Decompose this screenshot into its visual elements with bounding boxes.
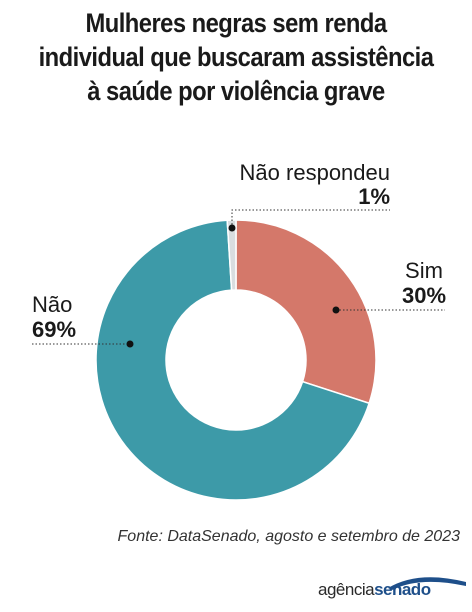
agencia-senado-logo: agênciasenado xyxy=(318,568,468,608)
leader-line-nao-respondeu xyxy=(231,209,390,228)
slice-nao xyxy=(95,219,371,501)
title-line-1: Mulheres negras sem renda xyxy=(85,8,387,38)
leader-dot-nao xyxy=(126,340,134,348)
slice-sim xyxy=(235,219,377,405)
logo-text-senado: senado xyxy=(374,580,431,599)
title-line-3: à saúde por violência grave xyxy=(87,76,385,106)
label-nao-respondeu-value: 1% xyxy=(358,184,390,209)
label-nao-name: Não xyxy=(32,292,72,317)
label-nao-value: 69% xyxy=(32,317,76,342)
label-sim-name: Sim xyxy=(405,258,443,283)
leader-dot-nao-respondeu xyxy=(228,224,236,232)
logo-text: agênciasenado xyxy=(318,580,431,600)
chart-title: Mulheres negras sem renda individual que… xyxy=(28,6,443,108)
leader-dot-sim xyxy=(332,306,340,314)
label-nao-respondeu-name: Não respondeu xyxy=(240,160,390,185)
leader-dots xyxy=(126,224,340,348)
slice-nao-respondeu xyxy=(226,219,237,291)
title-line-2: individual que buscaram assistência xyxy=(38,42,434,72)
donut-slices xyxy=(95,219,377,501)
label-sim-value: 30% xyxy=(402,283,446,308)
logo-text-agencia: agência xyxy=(318,580,375,599)
source-note: Fonte: DataSenado, agosto e setembro de … xyxy=(117,528,460,545)
logo-swoosh-icon xyxy=(388,577,466,590)
leader-lines xyxy=(32,209,445,345)
